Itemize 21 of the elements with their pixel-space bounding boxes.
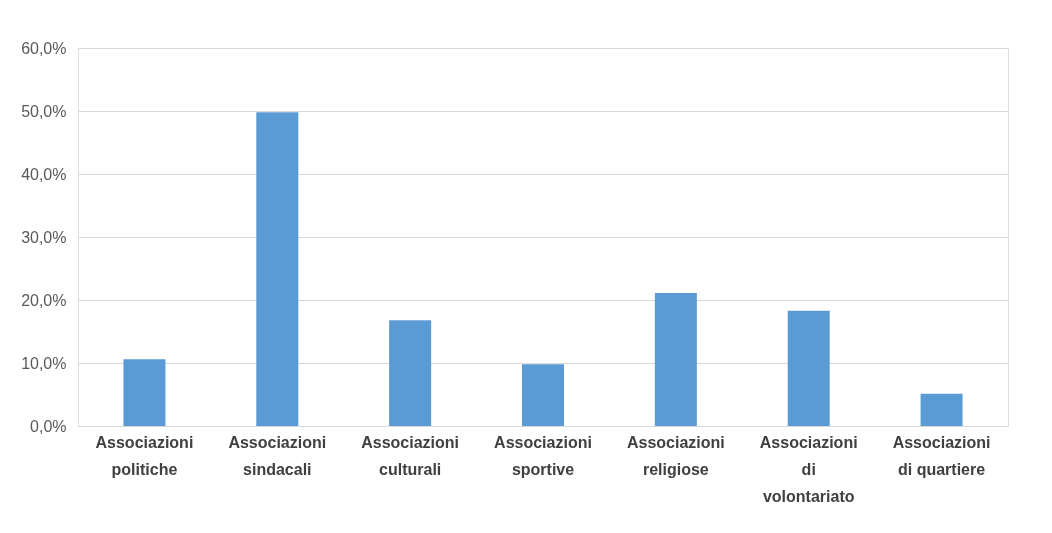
y-tick-label: 60,0% — [21, 39, 67, 57]
y-tick-label: 40,0% — [21, 165, 67, 183]
bar — [123, 359, 166, 426]
x-tick-label: Associazioni religiose — [626, 433, 725, 478]
x-tick-label: Associazioni politiche — [95, 433, 194, 478]
y-tick-label: 0,0% — [30, 417, 67, 435]
x-tick-label: Associazioni di quartiere — [892, 433, 991, 478]
y-tick-label: 20,0% — [21, 291, 67, 309]
bar — [787, 310, 830, 426]
y-tick-label: 10,0% — [21, 354, 67, 372]
bar — [389, 320, 432, 426]
x-tick-label: Associazioni sportive — [494, 433, 592, 478]
bar — [920, 393, 963, 426]
bar — [654, 293, 697, 426]
x-tick-label: Associazioni di volontariato — [759, 433, 858, 505]
x-tick-label: Associazioni sindacali — [228, 433, 327, 478]
bar — [256, 112, 299, 426]
bar — [522, 364, 564, 426]
y-tick-label: 50,0% — [21, 102, 67, 120]
x-tick-label: Associazioni culturali — [361, 433, 460, 478]
y-tick-label: 30,0% — [21, 228, 67, 246]
